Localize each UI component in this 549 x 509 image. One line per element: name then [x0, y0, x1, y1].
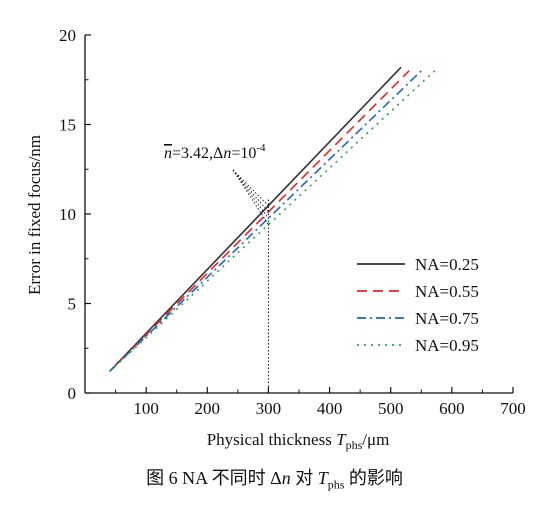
series-line-4 [108, 70, 436, 373]
x-axis-label-var: T [336, 430, 347, 449]
annotation-label: n=3.42,Δn=10-4 [164, 142, 266, 162]
x-tick-label: 500 [378, 399, 404, 418]
x-axis-label-sub: phs [346, 438, 363, 452]
annotation-pointer-2 [232, 169, 269, 213]
series-line-3 [108, 70, 422, 373]
annotation-nbar: n [164, 145, 172, 162]
legend-label-2: NA=0.55 [415, 282, 479, 301]
annotation: n=3.42,Δn=10-4 [164, 142, 269, 393]
figure-caption: 图 6 NA 不同时 Δn 对 Tphs 的影响 [0, 464, 549, 493]
annotation-n: n [223, 145, 231, 162]
annotation-pointer-1 [232, 169, 269, 206]
caption-text-3: 的影响 [344, 468, 403, 488]
annotation-exponent: -4 [256, 142, 266, 154]
annotation-pointer-3 [232, 169, 269, 219]
y-tick-label: 5 [68, 295, 77, 314]
caption-T: T [317, 468, 328, 488]
x-tick-label: 700 [500, 399, 526, 418]
y-axis-label: Error in fixed focus/nm [25, 135, 44, 295]
annotation-text-2: =10 [231, 145, 256, 162]
caption-text-2: 对 [290, 468, 318, 488]
legend-label-4: NA=0.95 [415, 336, 479, 355]
x-tick-label: 400 [317, 399, 343, 418]
series-layer [108, 66, 436, 373]
y-tick-label: 10 [59, 205, 76, 224]
x-axis-label-unit: /μm [362, 430, 389, 449]
axes: 0 5 10 15 20 100 200 300 400 500 600 700 [59, 26, 526, 418]
y-tick-label: 0 [68, 384, 77, 403]
x-axis-label-main: Physical thickness [207, 430, 336, 449]
caption-text-1: 图 6 NA 不同时 Δ [146, 468, 282, 488]
y-tick-label: 20 [59, 26, 76, 45]
y-tick-label: 15 [59, 116, 76, 135]
caption-sub: phs [327, 477, 345, 492]
annotation-pointer-4 [232, 169, 269, 225]
x-tick-label: 100 [133, 399, 159, 418]
legend: NA=0.25 NA=0.55 NA=0.75 NA=0.95 [357, 255, 479, 355]
legend-label-1: NA=0.25 [415, 255, 479, 274]
annotation-text-1: =3.42,Δ [172, 145, 223, 162]
caption-n: n [281, 468, 291, 488]
x-axis-label: Physical thickness Tphs/μm [207, 430, 390, 452]
x-tick-label: 200 [195, 399, 221, 418]
series-line-2 [108, 70, 410, 373]
x-tick-label: 600 [439, 399, 465, 418]
x-tick-label: 300 [256, 399, 282, 418]
legend-label-3: NA=0.75 [415, 309, 479, 328]
series-line-1 [108, 66, 402, 373]
